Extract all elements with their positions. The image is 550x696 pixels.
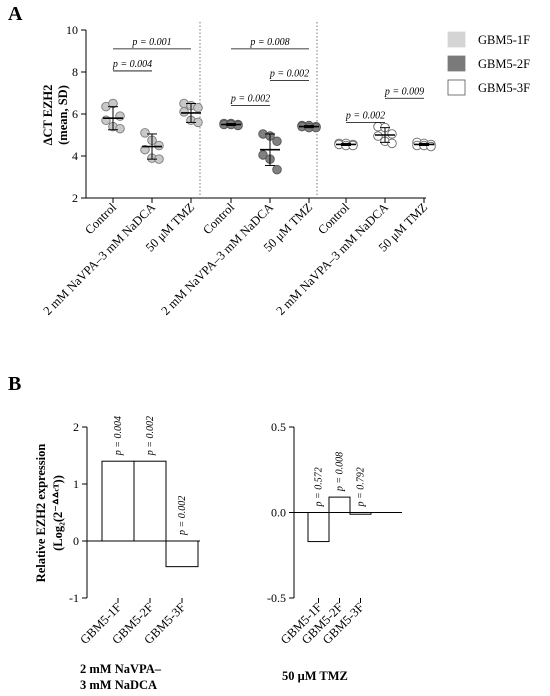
data-point [140,144,150,155]
p-value-label: p = 0.792 [356,467,367,507]
y-tick-label: 0.5 [271,420,286,434]
y-tick-label: -1 [69,591,79,605]
data-point [140,128,150,138]
y-tick-label: 2 [72,191,78,205]
legend-swatch [447,79,466,96]
panel-b-left-caption-line2: 3 mM NaDCA [80,678,157,692]
data-point [115,123,125,134]
p-value-label: p = 0.002 [269,68,309,79]
bar [349,512,372,515]
y-tick-label: 2 [73,420,79,434]
x-category-label: Control [315,200,352,237]
panel-a-ylabel-line1: ΔCT EZH2 [41,85,55,146]
x-category-label: Control [82,200,119,237]
p-value-label: p = 0.008 [335,452,346,492]
bar [101,460,135,542]
x-category-label: Control [200,200,237,237]
panel-b-left-bars: Relative EZH2 expression (Log₂(2⁻ᐞᐞᶜᵀ)) … [34,416,200,647]
data-point [387,129,397,139]
y-tick-label: 4 [72,149,78,163]
legend: GBM5-1F GBM5-2F GBM5-3F [447,31,530,96]
p-value-label: p = 0.002 [177,496,188,536]
legend-label: GBM5-2F [478,57,530,71]
data-point [179,107,189,117]
bar [328,496,351,513]
legend-label: GBM5-1F [478,33,530,47]
data-point [272,164,282,175]
data-point [387,138,397,149]
data-point [115,111,125,121]
panel-b-ylabel-line1: Relative EZH2 expression [34,444,48,583]
data-point [193,102,203,113]
bar [133,460,167,542]
y-tick-label: 0 [73,534,79,548]
y-tick-label: 1 [73,477,79,491]
p-value-label: p = 0.001 [131,37,171,48]
data-point [373,131,383,141]
panel-b-ylabel-line2: (Log₂(2⁻ᐞᐞᶜᵀ)) [51,475,65,551]
data-point [154,140,164,151]
legend-swatch [447,55,466,72]
y-tick-label: 8 [72,65,78,79]
p-value-label: p = 0.004 [113,416,124,456]
data-point [101,115,111,126]
legend-label: GBM5-3F [478,81,530,95]
p-value-label: p = 0.009 [384,86,424,97]
panel-b-right-caption: 50 μM TMZ [282,669,348,683]
p-value-label: p = 0.002 [230,94,270,105]
panel-a-letter: A [8,3,23,25]
y-tick-label: 10 [66,23,78,37]
panel-b-left-caption-line1: 2 mM NaVPA– [80,662,162,676]
panel-a-ylabel-line2: (mean, SD) [56,85,70,145]
bar [165,540,199,568]
p-value-label: p = 0.572 [314,467,325,507]
y-tick-label: 6 [72,107,78,121]
y-tick-label: 0.0 [271,506,286,520]
y-tick-label: -0.5 [267,591,286,605]
p-value-label: p = 0.008 [249,37,289,48]
legend-swatch [447,31,466,48]
data-point [272,136,282,147]
data-point [258,150,268,160]
p-value-label: p = 0.002 [345,110,385,121]
bar [307,512,330,543]
p-value-label: p = 0.002 [145,416,156,456]
panel-b-letter: B [8,373,21,395]
p-value-label: p = 0.004 [112,59,152,70]
